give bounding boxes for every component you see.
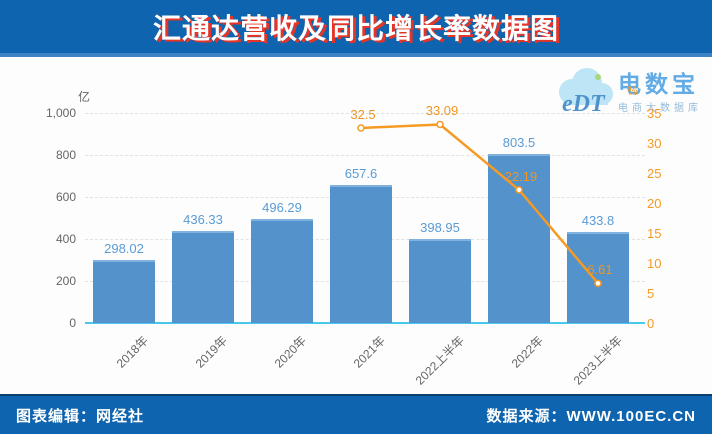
bar (330, 184, 392, 323)
left-axis-tick: 0 (69, 316, 76, 330)
left-axis-tick: 400 (55, 232, 76, 246)
bar-value-label: 433.8 (581, 212, 615, 228)
left-axis-tick: 800 (55, 148, 76, 162)
footer-bar: 图表编辑：网经社 数据来源：WWW.100EC.CN (0, 394, 712, 434)
x-axis-line (85, 322, 645, 324)
bar-value-label: 803.5 (502, 135, 536, 151)
chart-editor-credit: 图表编辑：网经社 (16, 407, 145, 425)
bar-value-label: 298.02 (104, 241, 144, 257)
line-point-label: 22.19 (504, 168, 538, 184)
left-axis-unit: 亿 (78, 90, 91, 104)
title-bar: 汇通达营收及同比增长率数据图 (0, 0, 712, 57)
page-title: 汇通达营收及同比增长率数据图 (152, 12, 559, 44)
left-axis-tick: 1,000 (45, 106, 76, 120)
right-axis-tick: 30 (647, 136, 662, 151)
trend-line (360, 123, 599, 285)
watermark-logo: eDT 电数宝 电商大数据库 (554, 60, 712, 124)
grid-line (85, 113, 645, 114)
right-axis-tick: 5 (647, 286, 655, 301)
bar (93, 260, 155, 323)
bar-value-label: 496.29 (262, 199, 302, 215)
line-point-label: 32.5 (350, 107, 376, 122)
cloud-logo-icon: eDT (559, 68, 613, 117)
right-axis-tick: 20 (647, 196, 662, 211)
bar-value-label: 657.6 (344, 165, 378, 181)
right-axis-tick: 35 (647, 106, 662, 121)
right-axis-tick: 10 (647, 256, 662, 271)
bar (251, 218, 313, 323)
bar (488, 154, 550, 323)
line-point-marker (357, 124, 365, 132)
right-axis-tick: 15 (647, 226, 662, 241)
bar (567, 231, 629, 323)
line-point-label: 6.61 (587, 262, 613, 278)
right-axis-tick: 0 (647, 316, 655, 331)
watermark-tagline: 电商大数据库 (618, 102, 702, 114)
line-point-marker (515, 186, 523, 194)
line-point-label: 33.09 (425, 103, 459, 119)
right-axis-tick: 25 (647, 166, 662, 181)
bar-value-label: 398.95 (420, 220, 460, 236)
watermark-brand: 电数宝 (618, 70, 699, 97)
bar (172, 231, 234, 323)
data-source-credit: 数据来源：WWW.100EC.CN (486, 407, 696, 425)
bar (409, 239, 471, 323)
line-point-marker (594, 279, 602, 288)
grid-line (85, 155, 645, 156)
left-axis-tick: 600 (55, 190, 76, 204)
bar-value-label: 436.33 (183, 212, 223, 228)
right-axis-unit: % (627, 84, 638, 98)
logo-edt-text: eDT (562, 91, 606, 117)
left-axis-tick: 200 (55, 274, 76, 288)
line-point-marker (436, 120, 444, 129)
